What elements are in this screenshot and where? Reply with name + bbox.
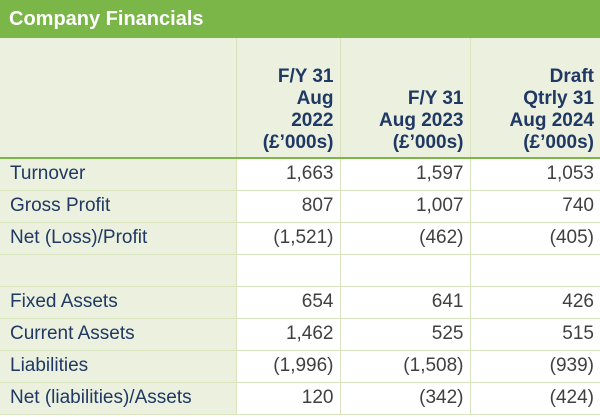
financials-table: F/Y 31 Aug 2022 (£’000s) F/Y 31 Aug 2023… [0,38,600,415]
value-cell: 740 [469,190,600,223]
table-row: Net (Loss)/Profit (1,521) (462) (405) [0,222,600,255]
column-header-fy2022: F/Y 31 Aug 2022 (£’000s) [235,38,340,158]
row-label [0,254,236,287]
spacer-row [0,254,600,287]
table-row: Gross Profit 807 1,007 740 [0,190,600,223]
row-label: Fixed Assets [0,286,236,319]
panel-title: Company Financials [0,0,600,38]
value-cell: 120 [235,382,340,415]
value-cell: (424) [469,382,600,415]
value-cell [235,254,340,287]
value-cell: (1,521) [235,222,340,255]
table-row: Turnover 1,663 1,597 1,053 [0,158,600,191]
value-cell: 1,007 [339,190,470,223]
table-row: Fixed Assets 654 641 426 [0,286,600,319]
column-header-fy2023: F/Y 31 Aug 2023 (£’000s) [339,38,470,158]
value-cell: (939) [469,350,600,383]
value-cell: 515 [469,318,600,351]
table-row: Liabilities (1,996) (1,508) (939) [0,350,600,383]
value-cell: (405) [469,222,600,255]
value-cell [339,254,470,287]
value-cell: (462) [339,222,470,255]
value-cell: 426 [469,286,600,319]
row-label: Liabilities [0,350,236,383]
value-cell: 641 [339,286,470,319]
row-label: Net (Loss)/Profit [0,222,236,255]
value-cell: 1,663 [235,158,340,191]
row-label: Net (liabilities)/Assets [0,382,236,415]
column-header-draft-2024: Draft Qtrly 31 Aug 2024 (£’000s) [469,38,600,158]
value-cell: 654 [235,286,340,319]
header-label-cell [0,38,236,158]
value-cell: (1,996) [235,350,340,383]
value-cell: 1,053 [469,158,600,191]
value-cell: 807 [235,190,340,223]
value-cell: 1,597 [339,158,470,191]
row-label: Current Assets [0,318,236,351]
value-cell: (342) [339,382,470,415]
value-cell: 525 [339,318,470,351]
value-cell: 1,462 [235,318,340,351]
row-label: Gross Profit [0,190,236,223]
header-row: F/Y 31 Aug 2022 (£’000s) F/Y 31 Aug 2023… [0,38,600,158]
row-label: Turnover [0,158,236,191]
table-row: Current Assets 1,462 525 515 [0,318,600,351]
table-row: Net (liabilities)/Assets 120 (342) (424) [0,382,600,415]
value-cell: (1,508) [339,350,470,383]
value-cell [469,254,600,287]
